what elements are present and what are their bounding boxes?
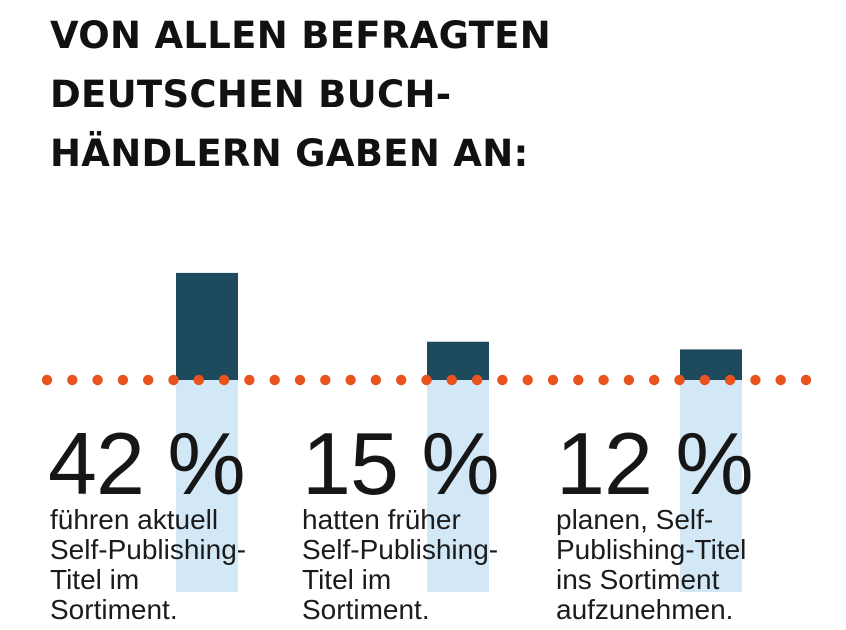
baseline-dot [396, 374, 407, 386]
category-label-1: führen aktuell Self-Publishing- Titel im… [50, 505, 246, 625]
category-label-3-line-4: aufzunehmen. [556, 594, 734, 625]
chart-title-line-3: HÄNDLERN GABEN AN: [50, 132, 529, 175]
baseline-dot [117, 374, 129, 386]
category-label-2-line-2: Self-Publishing- [302, 534, 499, 565]
dotted-baseline [41, 374, 812, 386]
baseline-dot [522, 374, 533, 386]
baseline-dot [168, 374, 179, 386]
category-label-3-line-2: Publishing-Titel [556, 534, 747, 565]
baseline-dot [573, 374, 584, 386]
category-label-2: hatten früher Self-Publishing- Titel im … [302, 505, 498, 625]
baseline-dot [421, 374, 432, 386]
chart-title: VON ALLEN BEFRAGTEN DEUTSCHEN BUCH- HÄND… [50, 6, 810, 183]
category-label-1-line-1: führen aktuell [50, 504, 219, 535]
baseline-dot [699, 374, 710, 386]
baseline-dot [446, 374, 457, 386]
baseline-dot [67, 374, 78, 386]
baseline-dot [623, 374, 635, 386]
category-label-3-line-3: ins Sortiment [556, 564, 720, 595]
baseline-dot [92, 374, 103, 386]
baseline-dot [269, 374, 280, 386]
baseline-dot [750, 374, 761, 386]
baseline-dot [724, 374, 736, 386]
value-label-2: 15 % [302, 414, 500, 513]
bar-upper-group [176, 272, 742, 380]
baseline-dot [598, 374, 609, 386]
baseline-dot [649, 374, 660, 386]
category-label-2-line-1: hatten früher [302, 504, 461, 535]
baseline-dot [775, 374, 786, 386]
baseline-dot [370, 374, 382, 386]
category-label-2-line-3: Titel im [302, 564, 392, 595]
category-label-3: planen, Self- Publishing-Titel ins Sorti… [556, 505, 746, 625]
category-label-1-line-4: Sortiment. [50, 594, 178, 625]
baseline-dot [294, 374, 306, 386]
baseline-dot [345, 374, 356, 386]
baseline-dot [244, 374, 255, 386]
baseline-dot [471, 374, 483, 386]
baseline-dot [143, 374, 154, 386]
category-label-1-line-3: Titel im [50, 564, 140, 595]
baseline-dot [193, 374, 204, 386]
value-label-3: 12 % [556, 414, 754, 513]
chart-title-line-2: DEUTSCHEN BUCH- [50, 73, 452, 116]
baseline-dot [320, 374, 331, 386]
category-label-2-line-4: Sortiment. [302, 594, 430, 625]
bar-lower-3 [680, 380, 742, 592]
category-label-1-line-2: Self-Publishing- [50, 534, 247, 565]
baseline-dot [218, 374, 230, 386]
value-label-1: 42 % [48, 414, 246, 513]
baseline-dot [674, 374, 685, 386]
bar-lower-group [176, 380, 742, 592]
bar-lower-1 [176, 380, 238, 592]
baseline-dot [41, 374, 53, 386]
category-label-3-line-1: planen, Self- [556, 504, 714, 535]
baseline-dot [497, 374, 508, 386]
bar-lower-2 [427, 380, 489, 592]
chart-title-line-1: VON ALLEN BEFRAGTEN [50, 14, 551, 57]
bar-1 [176, 272, 238, 380]
bar-2 [427, 341, 489, 380]
baseline-dot [547, 374, 559, 386]
baseline-dot [800, 374, 812, 386]
bar-3 [680, 349, 742, 380]
